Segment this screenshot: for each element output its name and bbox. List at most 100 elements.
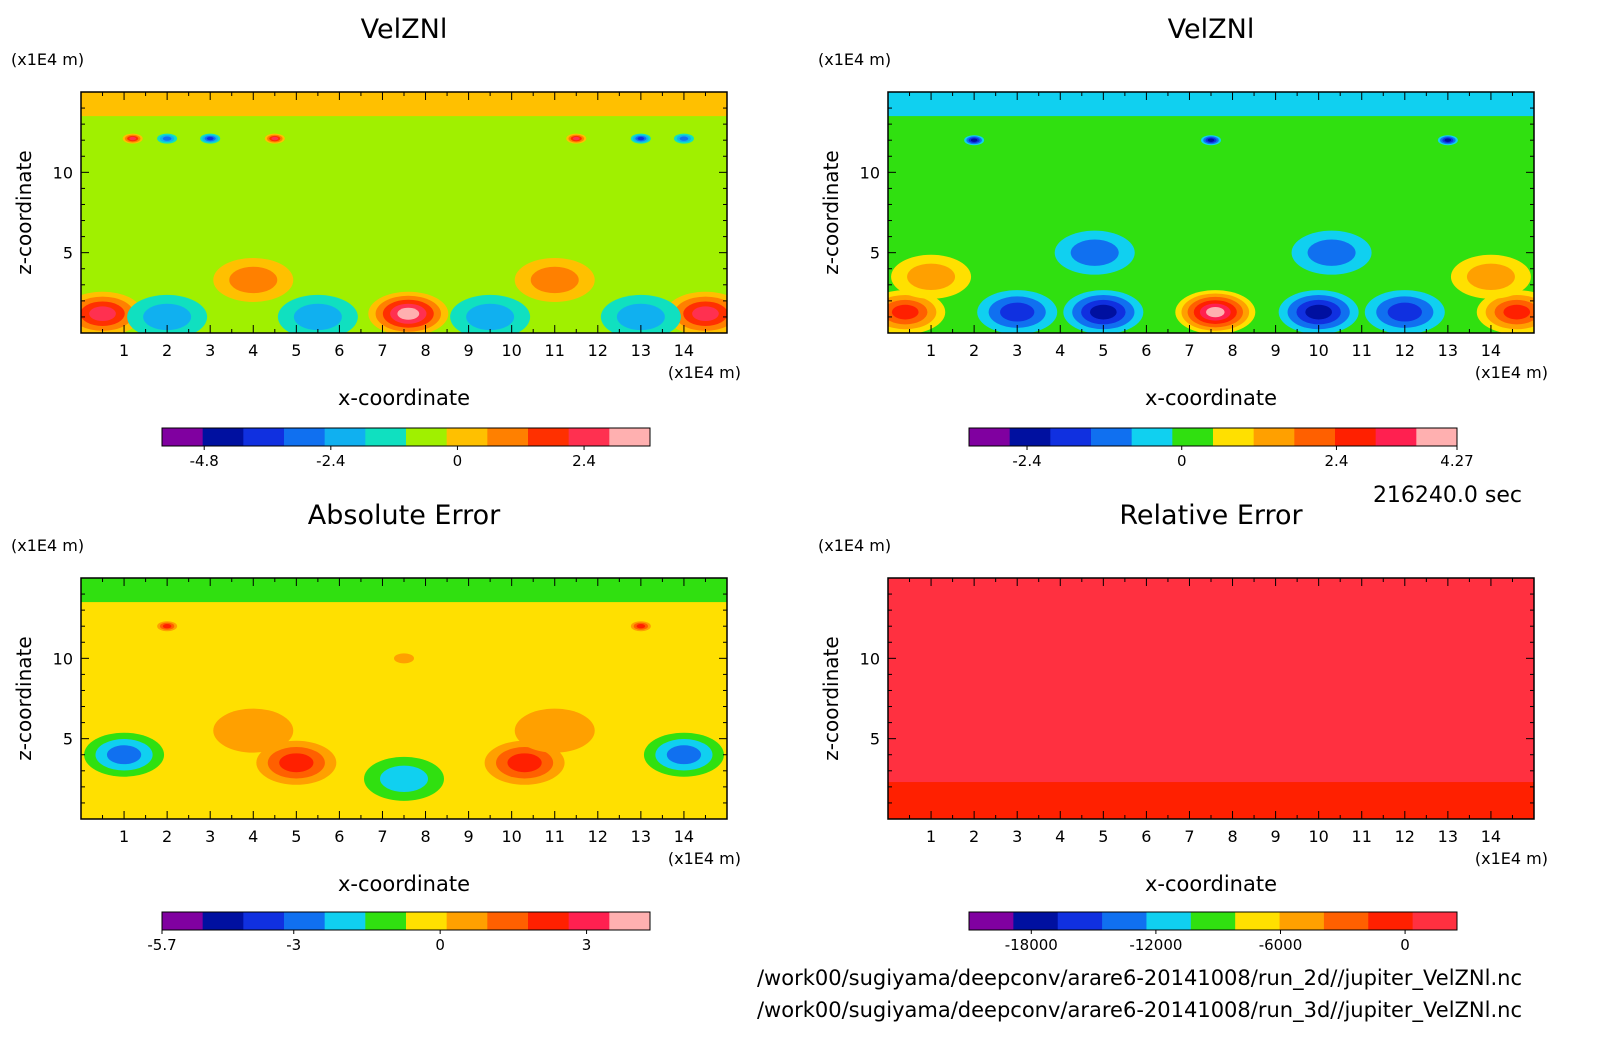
file-path-2d: /work00/sugiyama/deepconv/arare6-2014100… xyxy=(757,966,1522,991)
x-tick-label: 2 xyxy=(969,341,979,360)
x-unit-label: (x1E4 m) xyxy=(1475,363,1548,382)
plot-area xyxy=(888,92,1534,333)
x-tick-label: 7 xyxy=(1184,827,1194,846)
colorbar-swatch xyxy=(324,428,366,446)
colorbar: -2.4 0 2.4 4.27 xyxy=(968,427,1474,470)
jet-band xyxy=(81,133,727,146)
colorbar-tick-label: -12000 xyxy=(1129,936,1182,954)
x-tick-label: 13 xyxy=(631,341,651,360)
contour-feature xyxy=(1090,304,1117,320)
x-tick-label: 1 xyxy=(119,827,129,846)
colorbar: -4.8 -2.4 0 2.4 xyxy=(161,427,651,470)
colorbar-swatch xyxy=(1172,428,1214,446)
contour-feature xyxy=(89,306,116,322)
colorbar-tick-label: 2.4 xyxy=(1325,452,1349,470)
x-tick-label: 9 xyxy=(1271,827,1281,846)
colorbar-swatch xyxy=(487,428,529,446)
contour-feature xyxy=(679,136,689,141)
y-tick-label: 5 xyxy=(63,244,73,263)
colorbar-tick-label: 2.4 xyxy=(572,452,596,470)
x-tick-label: 10 xyxy=(501,827,521,846)
contour-feature xyxy=(970,138,978,142)
plot-background xyxy=(888,578,1534,819)
plot-area xyxy=(888,578,1534,819)
colorbar: -18000 -12000 -6000 0 xyxy=(968,911,1458,954)
x-tick-label: 8 xyxy=(1227,827,1237,846)
file-path-3d: /work00/sugiyama/deepconv/arare6-2014100… xyxy=(757,998,1522,1023)
colorbar-tick-label: -2.4 xyxy=(1012,452,1041,470)
x-tick-label: 12 xyxy=(588,827,608,846)
colorbar-swatch xyxy=(406,428,448,446)
jet-band xyxy=(81,619,727,632)
contour-feature xyxy=(616,303,665,331)
x-tick-label: 3 xyxy=(205,827,215,846)
x-tick-label: 1 xyxy=(119,341,129,360)
contour-feature xyxy=(279,753,314,773)
colorbar-swatch xyxy=(365,428,407,446)
x-tick-label: 2 xyxy=(162,827,172,846)
x-tick-label: 5 xyxy=(291,341,301,360)
colorbar-tick-label: -6000 xyxy=(1259,936,1303,954)
x-tick-label: 12 xyxy=(588,341,608,360)
colorbar-tick-label: -4.8 xyxy=(190,452,219,470)
colorbar-swatch xyxy=(487,912,529,930)
colorbar-swatch xyxy=(1235,912,1281,930)
x-tick-label: 10 xyxy=(1308,827,1328,846)
contour-feature xyxy=(1207,138,1215,142)
panel-layer: VelZNl(x1E4 m)1 2 3 4 5 6 7 8 9 10 11 12 13 14510(x1E… xyxy=(11,14,1548,954)
colorbar-swatch xyxy=(1146,912,1192,930)
x-tick-label: 7 xyxy=(377,827,387,846)
colorbar-swatch xyxy=(568,428,610,446)
colorbar-swatch xyxy=(446,428,488,446)
y-unit-label: (x1E4 m) xyxy=(11,536,84,555)
colorbar-swatch xyxy=(162,912,204,930)
colorbar-tick-label: 3 xyxy=(582,936,592,954)
y-tick-label: 10 xyxy=(53,649,73,668)
colorbar: -5.7 -3 0 3 xyxy=(147,911,651,954)
x-tick-label: 4 xyxy=(1055,827,1065,846)
x-tick-label: 4 xyxy=(1055,341,1065,360)
upper-band xyxy=(81,92,727,117)
x-tick-label: 11 xyxy=(1352,341,1372,360)
x-tick-label: 14 xyxy=(674,341,694,360)
x-tick-label: 5 xyxy=(1098,341,1108,360)
colorbar-swatch xyxy=(528,912,570,930)
contour-feature xyxy=(143,303,192,331)
colorbar-frame xyxy=(968,911,1458,931)
colorbar-swatch xyxy=(324,912,366,930)
colorbar-swatch xyxy=(1412,912,1458,930)
y-tick-label: 5 xyxy=(870,730,880,749)
colorbar-swatch xyxy=(1013,912,1059,930)
x-tick-label: 4 xyxy=(248,827,258,846)
x-tick-label: 2 xyxy=(162,341,172,360)
x-tick-label: 2 xyxy=(969,827,979,846)
x-tick-label: 8 xyxy=(420,341,430,360)
x-tick-label: 6 xyxy=(1141,341,1151,360)
colorbar-tick-label: -3 xyxy=(286,936,301,954)
x-tick-label: 5 xyxy=(1098,827,1108,846)
y-axis-label: z-coordinate xyxy=(12,150,36,274)
x-tick-label: 5 xyxy=(291,827,301,846)
x-tick-label: 14 xyxy=(674,827,694,846)
contour-feature xyxy=(271,136,279,141)
colorbar-swatch xyxy=(1253,428,1295,446)
y-axis-label: z-coordinate xyxy=(819,636,843,760)
x-tick-label: 8 xyxy=(420,827,430,846)
colorbar-swatch xyxy=(1057,912,1103,930)
y-unit-label: (x1E4 m) xyxy=(818,50,891,69)
colorbar-tick-label: 0 xyxy=(1177,452,1187,470)
colorbar-frame xyxy=(161,427,651,447)
y-tick-label: 10 xyxy=(860,649,880,668)
colorbar-swatch xyxy=(1368,912,1414,930)
x-unit-label: (x1E4 m) xyxy=(1475,849,1548,868)
contour-feature xyxy=(106,745,142,765)
colorbar-swatch xyxy=(1131,428,1173,446)
colorbar-swatch xyxy=(284,912,326,930)
colorbar-swatch xyxy=(202,912,244,930)
x-tick-label: 13 xyxy=(631,827,651,846)
x-tick-label: 11 xyxy=(545,341,565,360)
upper-band xyxy=(81,578,727,603)
x-tick-label: 8 xyxy=(1227,341,1237,360)
contour-feature xyxy=(213,708,294,753)
chart-title: VelZNl xyxy=(1168,14,1255,45)
